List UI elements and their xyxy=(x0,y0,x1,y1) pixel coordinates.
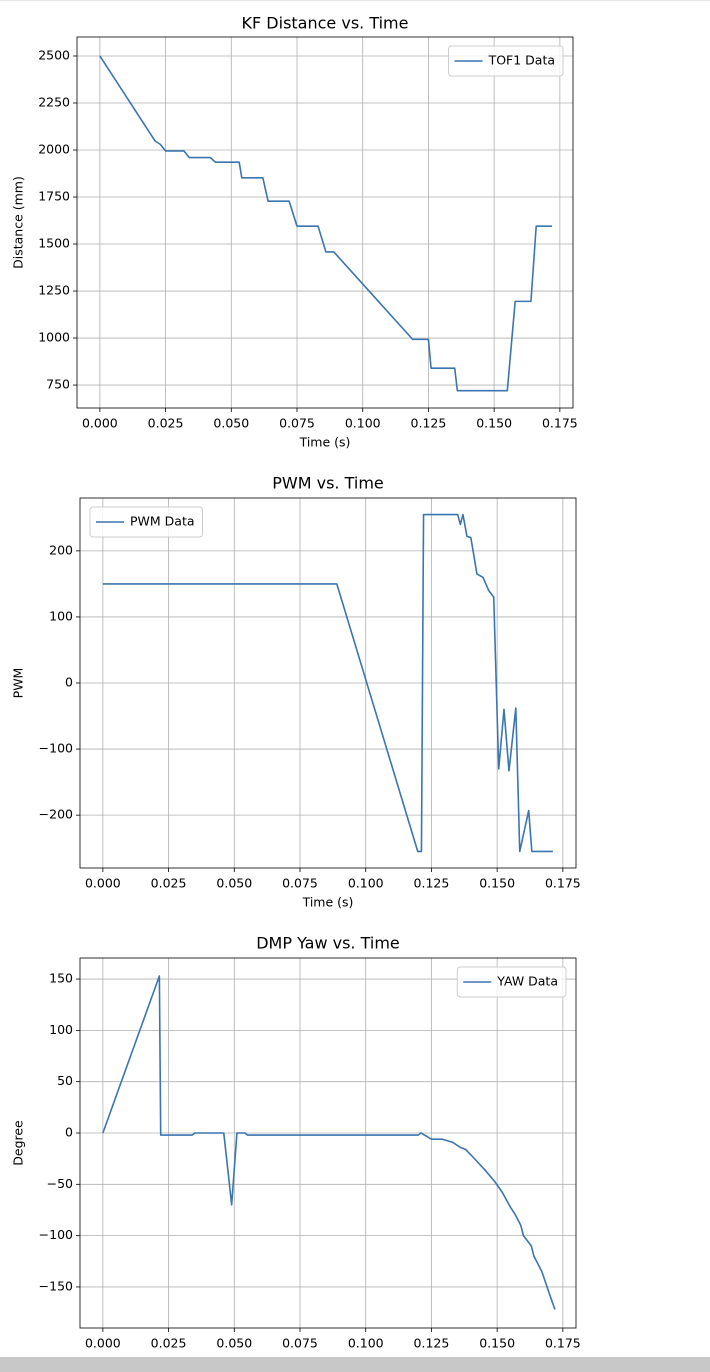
x-tick-label: 0.150 xyxy=(479,1336,515,1351)
x-tick-label: 0.075 xyxy=(279,416,315,431)
x-tick-label: 0.025 xyxy=(148,416,184,431)
x-tick-label: 0.125 xyxy=(414,1336,450,1351)
x-tick-label: 0.125 xyxy=(411,416,447,431)
bottom-bar xyxy=(0,1357,710,1372)
x-tick-label: 0.000 xyxy=(82,416,118,431)
x-axis-label: Time (s) xyxy=(299,435,351,450)
y-tick-label: 100 xyxy=(49,608,73,623)
x-tick-label: 0.050 xyxy=(216,1336,252,1351)
x-tick-label: 0.000 xyxy=(85,876,121,891)
y-tick-label: −100 xyxy=(39,1227,73,1242)
plot-frame xyxy=(76,36,574,409)
x-tick-label: 0.000 xyxy=(85,1336,121,1351)
legend: YAW Data xyxy=(456,966,567,998)
y-tick-label: −50 xyxy=(47,1176,73,1191)
y-axis-label: Distance (mm) xyxy=(11,176,26,269)
plot-frame xyxy=(79,957,577,1329)
x-tick-label: 0.125 xyxy=(414,876,450,891)
y-tick-label: 50 xyxy=(57,1073,73,1088)
data-line xyxy=(102,975,556,1310)
x-tick-label: 0.100 xyxy=(348,1336,384,1351)
data-line xyxy=(102,513,553,853)
y-tick-label: 100 xyxy=(49,1022,73,1037)
plot-frame xyxy=(79,497,577,869)
y-tick-label: 1250 xyxy=(38,283,70,298)
x-tick-label: 0.150 xyxy=(479,876,515,891)
legend-box xyxy=(448,45,564,77)
y-tick-label: 2250 xyxy=(38,95,70,110)
x-tick-label: 0.050 xyxy=(216,876,252,891)
chart-title: KF Distance vs. Time xyxy=(242,14,409,33)
y-axis-label: PWM xyxy=(11,668,26,699)
x-tick-label: 0.025 xyxy=(151,1336,187,1351)
x-tick-label: 0.100 xyxy=(345,416,381,431)
x-tick-label: 0.050 xyxy=(213,416,249,431)
y-tick-label: 150 xyxy=(49,971,73,986)
legend: TOF1 Data xyxy=(448,45,564,77)
x-tick-label: 0.175 xyxy=(545,876,581,891)
y-tick-label: 750 xyxy=(46,377,70,392)
x-tick-label: 0.175 xyxy=(542,416,578,431)
legend-label: TOF1 Data xyxy=(488,53,555,68)
y-tick-label: −200 xyxy=(39,807,73,822)
legend-box xyxy=(456,966,567,998)
x-tick-label: 0.175 xyxy=(545,1336,581,1351)
y-tick-label: 2500 xyxy=(38,47,70,62)
legend: PWM Data xyxy=(89,506,204,538)
legend-label: PWM Data xyxy=(130,514,195,529)
x-tick-label: 0.100 xyxy=(348,876,384,891)
x-tick-label: 0.025 xyxy=(151,876,187,891)
y-tick-label: 2000 xyxy=(38,142,70,157)
y-tick-label: −100 xyxy=(39,741,73,756)
legend-label: YAW Data xyxy=(496,974,558,989)
x-tick-label: 0.075 xyxy=(282,876,318,891)
x-tick-label: 0.150 xyxy=(476,416,512,431)
y-tick-label: 1750 xyxy=(38,189,70,204)
y-tick-label: −150 xyxy=(39,1278,73,1293)
y-tick-label: 1500 xyxy=(38,236,70,251)
legend-box xyxy=(89,506,204,538)
data-line xyxy=(99,55,552,392)
y-tick-label: 1000 xyxy=(38,330,70,345)
y-tick-label: 0 xyxy=(65,1124,73,1139)
chart-title: DMP Yaw vs. Time xyxy=(256,934,400,953)
x-tick-label: 0.075 xyxy=(282,1336,318,1351)
chart-title: PWM vs. Time xyxy=(272,474,384,493)
y-tick-label: 200 xyxy=(49,542,73,557)
y-tick-label: 0 xyxy=(65,675,73,690)
y-axis-label: Degree xyxy=(11,1120,26,1166)
x-axis-label: Time (s) xyxy=(302,895,354,910)
